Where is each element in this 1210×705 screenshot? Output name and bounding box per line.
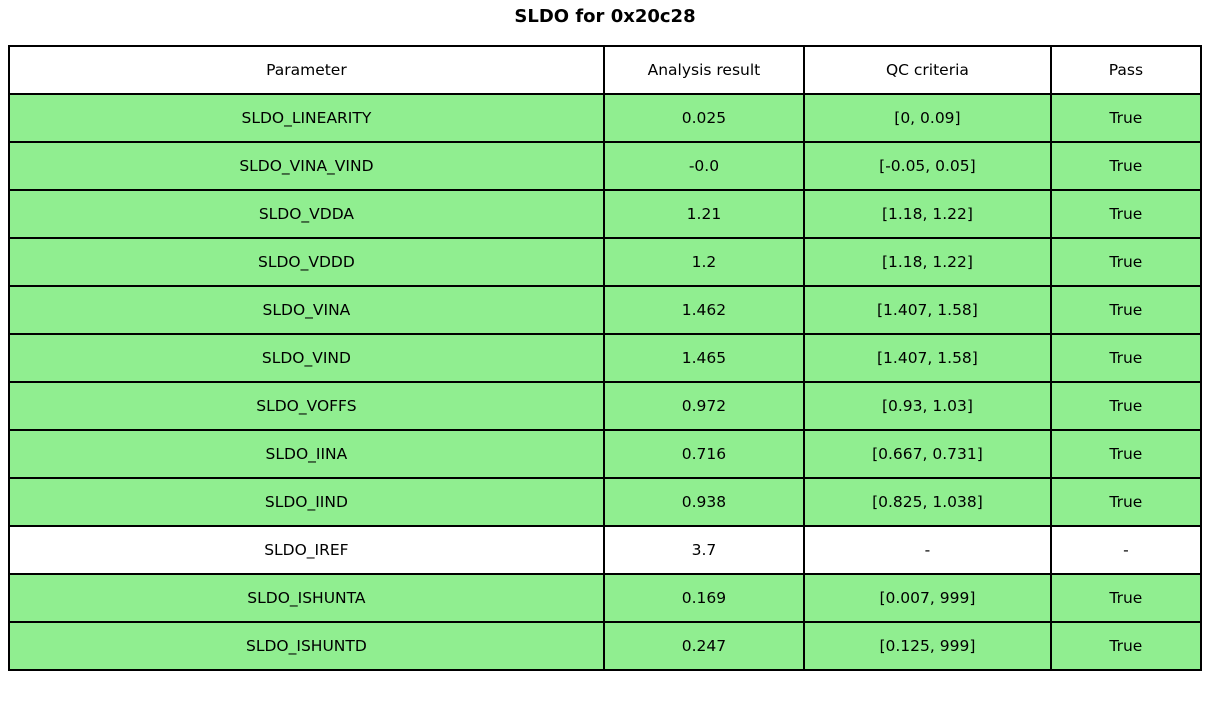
cell-qc-criteria: [1.18, 1.22]: [803, 189, 1052, 239]
cell-analysis-result: -0.0: [602, 141, 806, 191]
cell-parameter: SLDO_VOFFS: [8, 381, 605, 431]
cell-analysis-result: 0.938: [602, 477, 806, 527]
cell-analysis-result: 1.21: [602, 189, 806, 239]
column-header-pass: Pass: [1049, 45, 1203, 95]
cell-pass: True: [1049, 285, 1203, 335]
cell-qc-criteria: [0, 0.09]: [803, 93, 1052, 143]
cell-qc-criteria: [1.18, 1.22]: [803, 237, 1052, 287]
cell-parameter: SLDO_ISHUNTD: [8, 621, 605, 671]
cell-analysis-result: 1.465: [602, 333, 806, 383]
cell-qc-criteria: [-0.05, 0.05]: [803, 141, 1052, 191]
cell-pass: True: [1049, 621, 1203, 671]
table-row: SLDO_VDDA 1.21 [1.18, 1.22] True: [8, 189, 1203, 239]
table-row: SLDO_LINEARITY 0.025 [0, 0.09] True: [8, 93, 1203, 143]
cell-pass: True: [1049, 141, 1203, 191]
figure-title: SLDO for 0x20c28: [514, 6, 696, 27]
table-row: SLDO_IREF 3.7 - -: [8, 525, 1203, 575]
cell-qc-criteria: [1.407, 1.58]: [803, 285, 1052, 335]
cell-qc-criteria: [0.667, 0.731]: [803, 429, 1052, 479]
cell-parameter: SLDO_VDDA: [8, 189, 605, 239]
cell-pass: True: [1049, 237, 1203, 287]
cell-analysis-result: 3.7: [602, 525, 806, 575]
cell-pass: -: [1049, 525, 1203, 575]
cell-analysis-result: 0.247: [602, 621, 806, 671]
table-row: SLDO_IINA 0.716 [0.667, 0.731] True: [8, 429, 1203, 479]
cell-analysis-result: 1.462: [602, 285, 806, 335]
cell-pass: True: [1049, 573, 1203, 623]
cell-pass: True: [1049, 93, 1203, 143]
table-row: SLDO_VINA 1.462 [1.407, 1.58] True: [8, 285, 1203, 335]
table-row: SLDO_ISHUNTD 0.247 [0.125, 999] True: [8, 621, 1203, 671]
table-row: SLDO_VIND 1.465 [1.407, 1.58] True: [8, 333, 1203, 383]
cell-qc-criteria: -: [803, 525, 1052, 575]
cell-parameter: SLDO_VIND: [8, 333, 605, 383]
cell-parameter: SLDO_VINA: [8, 285, 605, 335]
cell-parameter: SLDO_IREF: [8, 525, 605, 575]
cell-qc-criteria: [0.125, 999]: [803, 621, 1052, 671]
cell-parameter: SLDO_VINA_VIND: [8, 141, 605, 191]
table-row: SLDO_VOFFS 0.972 [0.93, 1.03] True: [8, 381, 1203, 431]
cell-qc-criteria: [0.93, 1.03]: [803, 381, 1052, 431]
cell-parameter: SLDO_ISHUNTA: [8, 573, 605, 623]
cell-pass: True: [1049, 189, 1203, 239]
column-header-qc-criteria: QC criteria: [803, 45, 1052, 95]
cell-analysis-result: 1.2: [602, 237, 806, 287]
cell-parameter: SLDO_VDDD: [8, 237, 605, 287]
cell-pass: True: [1049, 381, 1203, 431]
cell-parameter: SLDO_IINA: [8, 429, 605, 479]
cell-qc-criteria: [0.007, 999]: [803, 573, 1052, 623]
qc-results-table: Parameter Analysis result QC criteria Pa…: [8, 45, 1203, 671]
cell-parameter: SLDO_IIND: [8, 477, 605, 527]
column-header-parameter: Parameter: [8, 45, 605, 95]
cell-pass: True: [1049, 477, 1203, 527]
table-body: SLDO_LINEARITY 0.025 [0, 0.09] True SLDO…: [8, 93, 1203, 671]
table-row: SLDO_VDDD 1.2 [1.18, 1.22] True: [8, 237, 1203, 287]
cell-parameter: SLDO_LINEARITY: [8, 93, 605, 143]
cell-analysis-result: 0.169: [602, 573, 806, 623]
cell-analysis-result: 0.716: [602, 429, 806, 479]
table-row: SLDO_VINA_VIND -0.0 [-0.05, 0.05] True: [8, 141, 1203, 191]
cell-analysis-result: 0.025: [602, 93, 806, 143]
table-header-row: Parameter Analysis result QC criteria Pa…: [8, 45, 1203, 95]
cell-qc-criteria: [0.825, 1.038]: [803, 477, 1052, 527]
table-row: SLDO_IIND 0.938 [0.825, 1.038] True: [8, 477, 1203, 527]
cell-pass: True: [1049, 429, 1203, 479]
cell-pass: True: [1049, 333, 1203, 383]
cell-analysis-result: 0.972: [602, 381, 806, 431]
column-header-analysis-result: Analysis result: [602, 45, 806, 95]
table-row: SLDO_ISHUNTA 0.169 [0.007, 999] True: [8, 573, 1203, 623]
cell-qc-criteria: [1.407, 1.58]: [803, 333, 1052, 383]
